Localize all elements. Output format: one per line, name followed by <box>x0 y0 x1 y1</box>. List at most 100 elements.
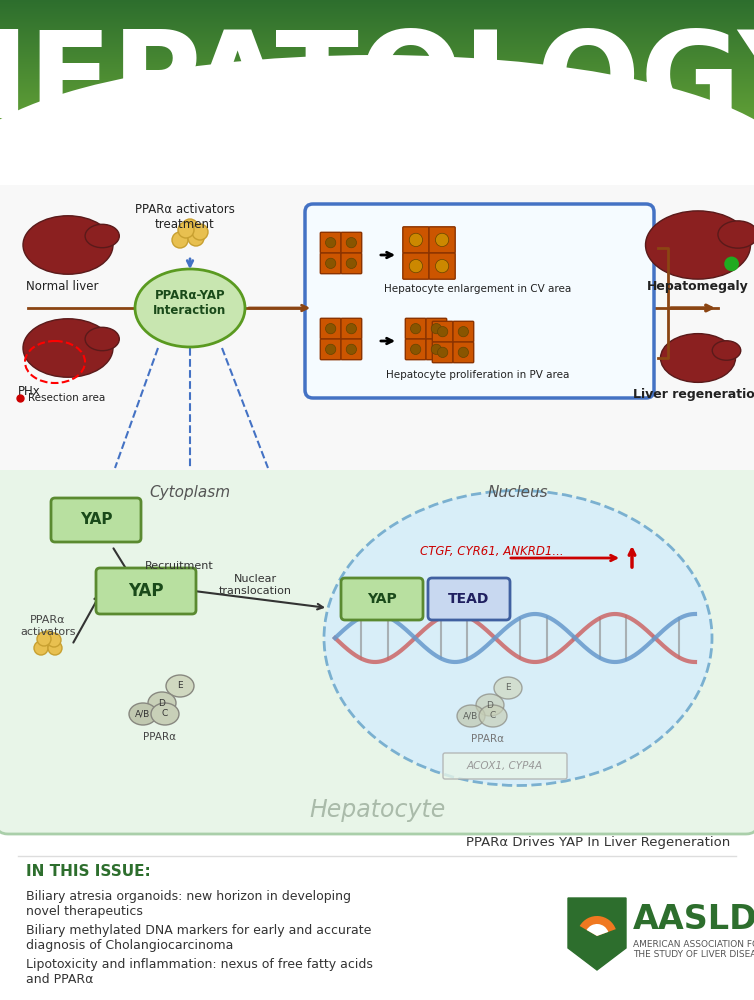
Bar <box>0 163 754 164</box>
Text: D: D <box>486 700 493 710</box>
FancyBboxPatch shape <box>406 318 426 339</box>
FancyBboxPatch shape <box>403 227 429 253</box>
Bar <box>0 166 754 167</box>
FancyBboxPatch shape <box>96 568 196 614</box>
Bar <box>0 169 754 170</box>
Ellipse shape <box>135 269 245 347</box>
Bar <box>0 155 754 156</box>
Text: Nucleus: Nucleus <box>488 485 548 500</box>
FancyBboxPatch shape <box>426 339 446 360</box>
Bar <box>0 171 754 172</box>
Bar <box>0 60 754 61</box>
Bar <box>0 125 754 126</box>
Ellipse shape <box>151 703 179 725</box>
Text: CTGF, CYR61, ANKRD1...: CTGF, CYR61, ANKRD1... <box>420 545 564 558</box>
Wedge shape <box>580 916 616 936</box>
Bar <box>0 52 754 53</box>
Text: PPARα-YAP
Interaction: PPARα-YAP Interaction <box>153 289 227 317</box>
Bar <box>0 152 754 153</box>
Bar <box>0 37 754 38</box>
Bar <box>0 140 754 141</box>
Bar <box>0 59 754 60</box>
Text: YAP: YAP <box>367 592 397 606</box>
FancyBboxPatch shape <box>0 448 754 834</box>
Bar <box>0 177 754 178</box>
Text: Lipotoxicity and inflammation: nexus of free fatty acids
and PPARα: Lipotoxicity and inflammation: nexus of … <box>26 958 373 986</box>
Bar <box>0 71 754 72</box>
Ellipse shape <box>713 341 740 360</box>
FancyBboxPatch shape <box>429 253 455 279</box>
Bar <box>0 57 754 58</box>
Bar <box>0 63 754 64</box>
Bar <box>0 68 754 69</box>
Bar <box>0 75 754 76</box>
Bar <box>0 123 754 124</box>
Ellipse shape <box>324 490 712 786</box>
Bar <box>0 70 754 71</box>
Ellipse shape <box>166 675 194 697</box>
Ellipse shape <box>326 324 336 334</box>
Bar <box>0 86 754 87</box>
Bar <box>0 126 754 127</box>
Bar <box>0 133 754 134</box>
Text: Normal liver: Normal liver <box>26 280 98 293</box>
Circle shape <box>182 219 198 235</box>
Bar <box>0 36 754 37</box>
Bar <box>0 14 754 15</box>
Bar <box>0 2 754 3</box>
Bar <box>0 175 754 176</box>
Bar <box>0 1 754 2</box>
Bar <box>0 24 754 25</box>
FancyBboxPatch shape <box>429 227 455 253</box>
Bar <box>0 138 754 139</box>
Bar <box>0 147 754 148</box>
Bar <box>0 43 754 44</box>
FancyBboxPatch shape <box>51 498 141 542</box>
Text: Hepatocyte enlargement in CV area: Hepatocyte enlargement in CV area <box>385 284 572 294</box>
Circle shape <box>37 632 51 646</box>
FancyBboxPatch shape <box>341 232 362 253</box>
Text: VOLUME 75 | JANUARY 2022: VOLUME 75 | JANUARY 2022 <box>271 160 483 176</box>
Circle shape <box>188 230 204 246</box>
Text: PPARα: PPARα <box>143 732 176 742</box>
Bar <box>0 87 754 88</box>
Bar <box>0 76 754 77</box>
Bar <box>0 45 754 46</box>
FancyBboxPatch shape <box>426 318 446 339</box>
Bar <box>0 18 754 19</box>
Bar <box>0 120 754 121</box>
Bar <box>0 128 754 129</box>
Text: HEPATOLOGY: HEPATOLOGY <box>0 26 754 143</box>
Bar <box>0 173 754 174</box>
Text: E: E <box>505 684 510 692</box>
Ellipse shape <box>0 55 754 285</box>
Bar <box>0 135 754 136</box>
Circle shape <box>192 224 208 240</box>
Bar <box>0 73 754 74</box>
Text: Hepatomegaly: Hepatomegaly <box>647 280 749 293</box>
Bar <box>0 84 754 85</box>
Bar <box>0 161 754 162</box>
Bar <box>0 33 754 34</box>
FancyBboxPatch shape <box>403 253 429 279</box>
Bar <box>0 164 754 165</box>
FancyBboxPatch shape <box>443 753 567 779</box>
Bar <box>0 165 754 166</box>
FancyBboxPatch shape <box>320 232 341 253</box>
Bar <box>0 50 754 51</box>
Bar <box>0 88 754 89</box>
Bar <box>0 79 754 80</box>
Bar <box>0 23 754 24</box>
Bar <box>0 105 754 106</box>
Ellipse shape <box>436 233 449 247</box>
Text: Nuclear
translocation: Nuclear translocation <box>219 574 292 596</box>
Text: PPARα activators
treatment: PPARα activators treatment <box>135 203 235 231</box>
Text: Biliary methylated DNA markers for early and accurate
diagnosis of Cholangiocarc: Biliary methylated DNA markers for early… <box>26 924 372 952</box>
Bar <box>0 130 754 131</box>
Bar <box>0 185 754 470</box>
Bar <box>0 46 754 47</box>
Text: Resection area: Resection area <box>28 393 106 403</box>
Bar <box>0 158 754 159</box>
FancyBboxPatch shape <box>341 578 423 620</box>
Ellipse shape <box>23 216 113 274</box>
